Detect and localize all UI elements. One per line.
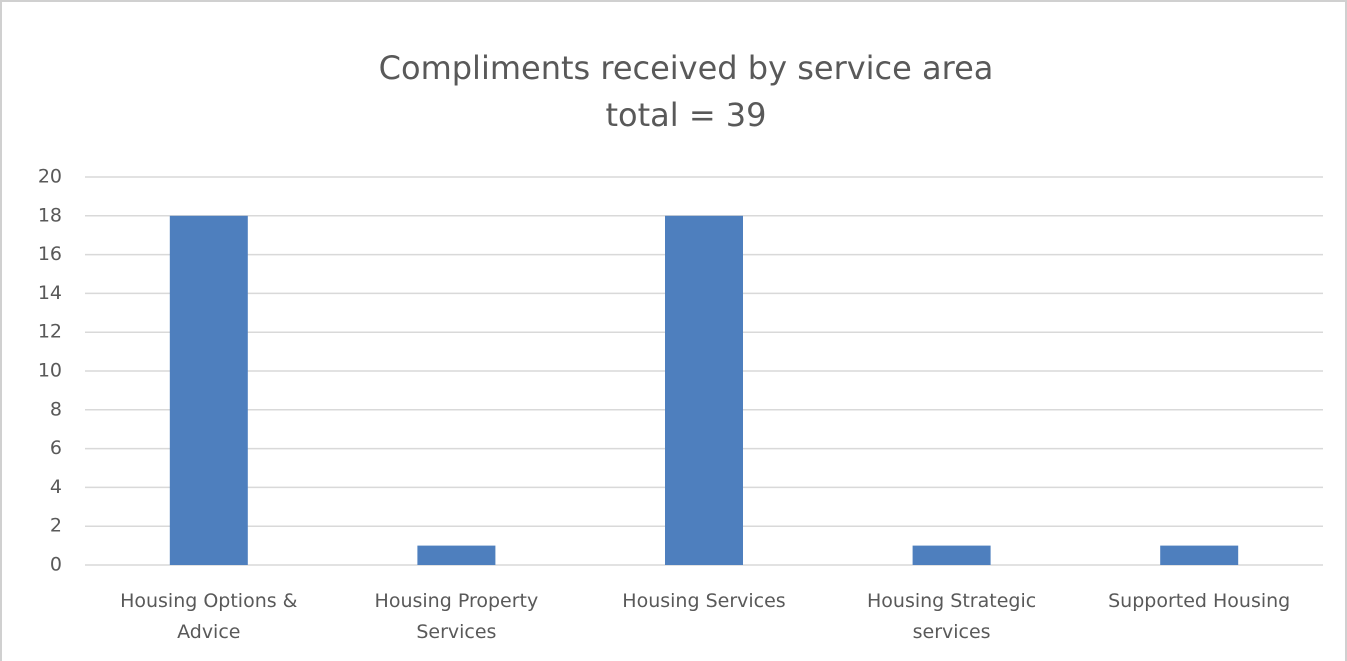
x-tick-label: Supported Housing <box>1108 590 1291 612</box>
bar <box>417 545 496 565</box>
bar <box>169 215 248 566</box>
x-tick-label: Housing Strategic services <box>867 590 1037 643</box>
y-tick-label: 0 <box>50 554 62 576</box>
chart-subtitle: total = 39 <box>605 96 766 134</box>
y-tick-label: 6 <box>50 437 62 459</box>
bar <box>665 215 743 566</box>
y-tick-label: 14 <box>38 282 62 304</box>
x-tick-label: Housing Property Services <box>374 590 539 643</box>
y-tick-label: 18 <box>38 204 62 226</box>
x-tick-label: Housing Options & Advice <box>120 590 298 643</box>
bar <box>1160 545 1239 565</box>
chart-title: Compliments received by service area <box>379 49 994 87</box>
x-tick-label: Housing Services <box>622 590 786 612</box>
y-tick-label: 16 <box>38 243 62 265</box>
y-tick-label: 2 <box>50 515 62 537</box>
bar <box>912 545 991 565</box>
y-tick-label: 20 <box>38 166 62 188</box>
y-tick-label: 8 <box>50 398 62 420</box>
y-tick-label: 12 <box>38 321 62 343</box>
y-tick-label: 4 <box>50 476 62 498</box>
y-tick-label: 10 <box>38 360 62 382</box>
